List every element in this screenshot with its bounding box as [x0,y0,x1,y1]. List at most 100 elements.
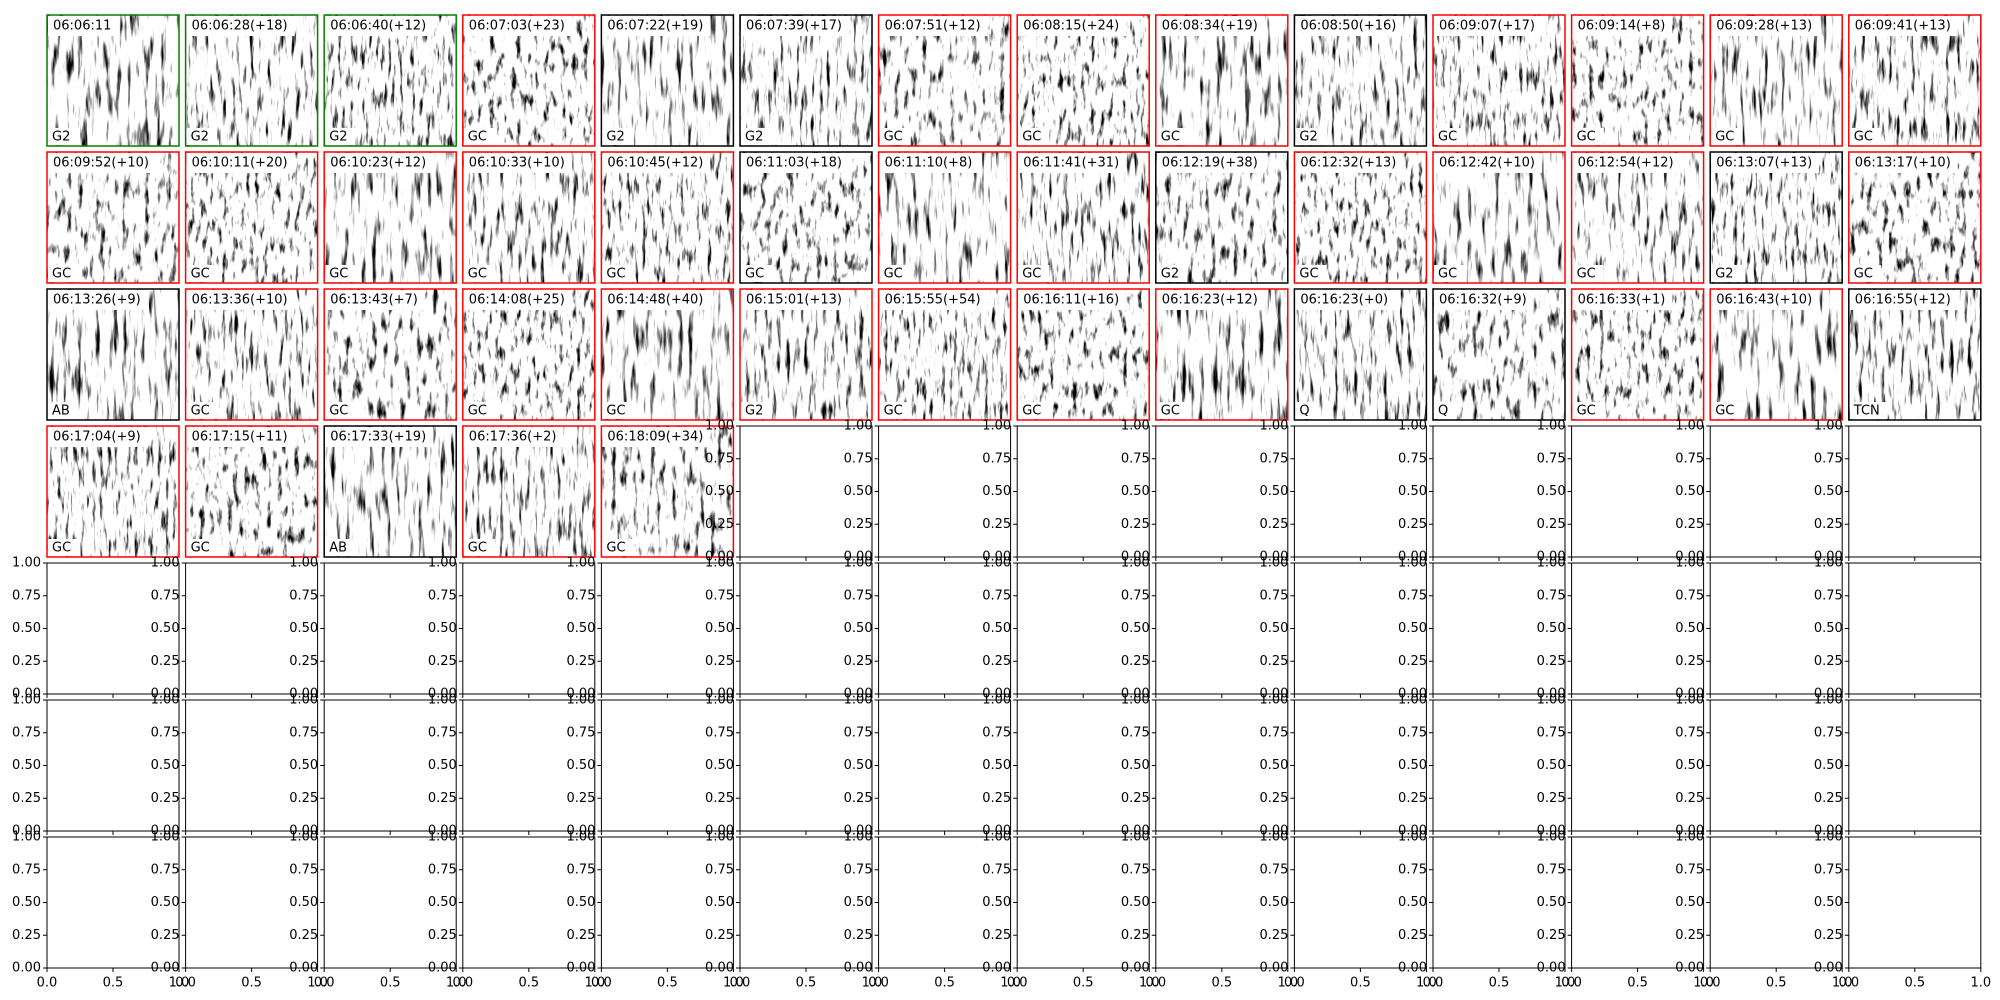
x-tick-label: 0.5 [1211,976,1232,991]
y-tick-label: 0.50 [1814,484,1843,499]
y-tick-label: 0.25 [566,654,595,669]
time-label-bg [1711,153,1820,173]
y-tick-label: 1.00 [289,556,318,571]
time-label-bg [48,153,156,173]
time-label-bg [1849,290,1958,310]
y-tick-label: 0.00 [1398,961,1427,976]
empty-axes: 0.00 0.25 0.50 0.75 1.00 0.0 0.5 1.0 [1675,830,1852,991]
panel-border [323,425,457,558]
class-label: GC [606,404,625,419]
y-tick-label: 0.75 [844,862,873,877]
time-label-bg [325,427,434,447]
panel-border [1016,288,1150,421]
y-tick-label: 0.25 [566,928,595,943]
x-tick-label: 1.0 [446,976,467,991]
axes-frame [739,836,873,969]
empty-axes: 0.00 0.25 0.50 0.75 1.00 [1675,419,1843,565]
y-tick-label: 0.50 [705,621,734,636]
axes-frame [1155,836,1289,969]
class-label-bg [1849,128,1881,145]
time-label-bg [186,16,295,36]
spectrogram [462,426,595,557]
y-tick-label: 0.75 [1537,862,1566,877]
class-label: GC [1715,404,1734,419]
y-tick-label: 1.00 [566,693,595,708]
panel: 06:12:54(+12) GC [1570,151,1705,284]
empty-axes: 0.00 0.25 0.50 0.75 1.00 [705,419,873,565]
time-label: 06:06:11 [53,19,111,34]
spectrogram [462,152,595,283]
panel: 06:13:36(+10) GC [184,288,319,421]
x-tick-label: 0.0 [1561,976,1582,991]
y-tick-label: 0.25 [289,928,318,943]
time-label: 06:11:03(+18) [746,156,842,171]
y-tick-label: 1.00 [151,693,180,708]
y-tick-label: 0.25 [1537,517,1566,532]
class-label-bg [325,265,357,282]
panel-border [1432,151,1566,284]
class-label-bg [1295,402,1318,419]
panel: 06:06:40(+12) G2 [323,14,457,147]
class-label: GC [1577,267,1596,282]
time-label: 06:13:26(+9) [53,293,141,308]
y-tick-label: 0.00 [1537,687,1566,702]
y-tick-label: 0.75 [1121,588,1150,603]
empty-axes: 0.00 0.25 0.50 0.75 1.00 [1814,556,1982,702]
panel: 06:11:10(+8) GC [877,151,1012,284]
y-tick-label: 0.50 [1814,758,1843,773]
spectrogram [324,152,457,283]
empty-axes: 0.00 0.25 0.50 0.75 1.00 [1259,419,1427,565]
class-label-bg [602,265,634,282]
y-tick-label: 0.75 [1398,862,1427,877]
time-label-bg [463,16,572,36]
panel: 06:15:01(+13) G2 [739,288,873,421]
time-label-bg [1572,290,1673,310]
y-tick-label: 0.25 [12,791,41,806]
empty-axes: 0.00 0.25 0.50 0.75 1.00 0.0 0.5 1.0 [1259,830,1436,991]
panel-border [46,425,180,558]
empty-axes: 0.00 0.25 0.50 0.75 1.00 [1121,693,1289,839]
y-tick-label: 0.25 [1537,791,1566,806]
y-tick-label: 0.75 [566,588,595,603]
class-label: GC [191,541,210,556]
x-tick-label: 1.0 [307,976,328,991]
panel: 06:11:03(+18) GC [739,151,873,284]
axes-frame [1432,699,1566,832]
x-tick-label: 1.0 [1139,976,1160,991]
empty-axes: 0.00 0.25 0.50 0.75 1.00 [1259,693,1427,839]
x-tick-label: 0.5 [1904,976,1925,991]
class-label: GC [1854,130,1873,145]
axes-frame [1571,836,1705,969]
y-tick-label: 0.75 [1259,588,1288,603]
panel-border [1709,14,1843,147]
empty-axes: 0.00 0.25 0.50 0.75 1.00 [1398,556,1566,702]
x-tick-label: 0.0 [868,976,889,991]
y-tick-label: 0.25 [1121,928,1150,943]
class-label-bg [1711,265,1742,282]
x-tick-label: 0.5 [518,976,539,991]
axes-frame [739,699,873,832]
y-tick-label: 1.00 [1259,556,1288,571]
y-tick-label: 1.00 [1398,693,1427,708]
x-tick-label: 1.0 [1000,976,1021,991]
time-label-bg [741,153,849,173]
panel-border [46,14,180,147]
empty-axes: 0.00 0.25 0.50 0.75 1.00 0.0 0.5 1.0 [566,830,743,991]
time-label: 06:12:32(+13) [1300,156,1396,171]
spectrogram [1433,289,1565,420]
y-tick-label: 1.00 [705,693,734,708]
y-tick-label: 1.00 [705,830,734,845]
time-label: 06:15:01(+13) [746,293,842,308]
axes-frame [323,836,457,969]
time-label: 06:06:28(+18) [192,19,288,34]
y-tick-label: 1.00 [1537,419,1566,434]
y-tick-label: 0.50 [1259,621,1288,636]
panel-border [46,151,180,284]
class-label-bg [602,402,634,419]
y-tick-label: 1.00 [566,830,595,845]
y-tick-label: 0.00 [705,687,734,702]
spectrogram [185,15,318,146]
axes-frame [185,562,319,695]
axes-frame [1848,425,1982,558]
y-tick-label: 0.50 [982,621,1011,636]
